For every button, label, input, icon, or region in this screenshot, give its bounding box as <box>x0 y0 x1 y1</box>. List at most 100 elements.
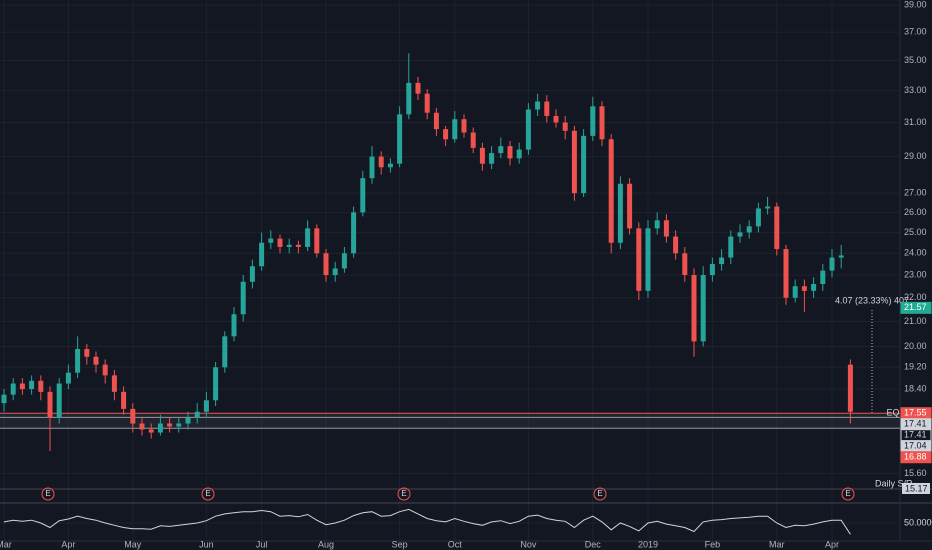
candle-body <box>755 208 761 227</box>
candle-body <box>213 367 219 401</box>
candle-body <box>268 238 274 243</box>
x-tick-label: Sep <box>392 539 408 549</box>
measure-label: 4.07 (23.33%) 407 <box>835 295 909 305</box>
y-tick-label: 23.00 <box>904 269 927 279</box>
candle-body <box>774 206 780 250</box>
candle-body <box>801 286 807 291</box>
y-tick-label: 22.00 <box>904 292 927 302</box>
candle-body <box>461 119 467 133</box>
candle-body <box>406 82 412 115</box>
y-tick-label: 26.00 <box>904 207 927 217</box>
candle-body <box>663 220 669 237</box>
candle-body <box>111 375 117 392</box>
candle-body <box>433 112 439 130</box>
candle-body <box>700 275 706 342</box>
candle-body <box>507 146 513 159</box>
candle-body <box>728 236 734 258</box>
candle-body <box>479 147 485 164</box>
candle-body <box>84 349 90 357</box>
event-marker[interactable] <box>397 487 411 501</box>
candle-body <box>516 149 522 159</box>
candle-body <box>645 228 651 291</box>
candle-body <box>498 146 504 154</box>
candle-body <box>75 349 81 373</box>
candle-body <box>765 206 771 209</box>
candle-body <box>470 132 476 148</box>
candle-body <box>29 380 35 390</box>
x-tick-label: Nov <box>520 539 537 549</box>
candle-body <box>581 135 587 194</box>
candle-body <box>314 228 320 254</box>
candle-body <box>415 82 421 94</box>
daily-sr-box <box>902 483 930 494</box>
price-label: 17.04 <box>904 441 927 451</box>
event-marker[interactable] <box>841 487 855 501</box>
candle-body <box>489 153 495 164</box>
candle-body <box>691 275 697 342</box>
candle-body <box>249 266 255 282</box>
candle-body <box>102 364 108 376</box>
y-tick-label: 39.00 <box>904 0 927 10</box>
x-tick-label: May <box>124 539 142 549</box>
x-tick-label: Jul <box>256 539 268 549</box>
candle-body <box>332 268 338 276</box>
candle-body <box>829 257 835 271</box>
candle-body <box>295 244 301 247</box>
candle-body <box>277 238 283 247</box>
x-tick-label: Dec <box>585 539 602 549</box>
x-tick-label: 2019 <box>638 539 658 549</box>
event-label: E <box>45 489 50 498</box>
candle-body <box>811 284 817 291</box>
event-label: E <box>597 489 602 498</box>
candle-body <box>636 228 642 291</box>
candle-body <box>590 106 596 136</box>
indicator-line <box>3 508 851 535</box>
candle-body <box>148 429 154 433</box>
y-tick-label: 21.00 <box>904 316 927 326</box>
candle-body <box>709 264 715 276</box>
candle-body <box>259 242 265 267</box>
candle-body <box>746 226 752 233</box>
candle-body <box>139 423 145 430</box>
candle-body <box>10 383 16 395</box>
y-tick-label: 33.00 <box>904 85 927 95</box>
candle-body <box>424 93 430 113</box>
daily-sr-value: 15.17 <box>905 483 928 493</box>
event-marker[interactable] <box>593 487 607 501</box>
candle-body <box>443 129 449 140</box>
price-label: 17.41 <box>904 419 927 429</box>
candle-body <box>571 130 577 194</box>
candle-body <box>167 423 173 427</box>
candle-body <box>130 408 136 424</box>
price-label: 17.55 <box>904 408 927 418</box>
candle-body <box>719 257 725 265</box>
candle-body <box>323 253 329 276</box>
candle-body <box>351 212 357 254</box>
y-tick-label: 24.00 <box>904 248 927 258</box>
x-tick-label: Apr <box>825 539 839 549</box>
x-tick-label: Oct <box>448 539 463 549</box>
price-label: 17.41 <box>904 430 927 440</box>
price-label: 16.88 <box>904 452 927 462</box>
y-tick-label: 27.00 <box>904 187 927 197</box>
candle-body <box>737 232 743 237</box>
candle-body <box>240 281 246 315</box>
event-marker[interactable] <box>201 487 215 501</box>
candle-body <box>617 183 623 243</box>
candle-body <box>562 122 568 131</box>
event-marker[interactable] <box>41 487 55 501</box>
candle-body <box>783 249 789 298</box>
candle-body <box>820 270 826 285</box>
candle-body <box>525 109 531 150</box>
indicator-tick-label: 50.0000 <box>904 517 932 527</box>
x-tick-label: Feb <box>705 539 721 549</box>
candle-body <box>553 115 559 123</box>
candle-body <box>360 178 366 213</box>
y-tick-label: 31.00 <box>904 117 927 127</box>
x-tick-label: Mar <box>0 539 12 549</box>
candle-body <box>608 139 614 243</box>
y-tick-label: 20.00 <box>904 341 927 351</box>
candle-body <box>65 372 71 384</box>
candle-body <box>452 119 458 140</box>
